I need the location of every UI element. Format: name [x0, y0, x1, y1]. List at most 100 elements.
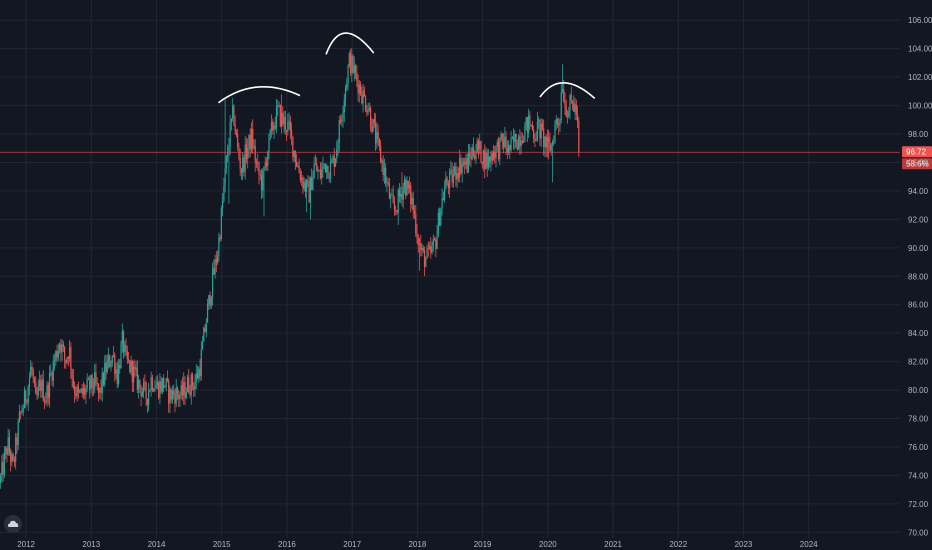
candle-body — [411, 197, 413, 205]
candle-body — [423, 250, 426, 268]
candle-body — [109, 355, 111, 367]
tradingview-logo-icon[interactable] — [4, 515, 22, 533]
countdown-tag — [902, 158, 932, 170]
candle-body — [510, 137, 512, 151]
candle-body — [178, 394, 180, 399]
candle-body — [421, 248, 423, 251]
candle-body — [440, 208, 442, 226]
candle-body — [141, 392, 143, 397]
candle-body — [446, 178, 448, 184]
candle-body — [563, 89, 565, 102]
candle-body — [117, 364, 120, 385]
candle-body — [569, 95, 571, 112]
candle-body — [272, 121, 274, 131]
candle-body — [490, 153, 492, 163]
candle-body — [559, 119, 561, 126]
candle-body — [196, 373, 199, 379]
candle-body — [540, 123, 542, 139]
candle-body — [363, 90, 365, 97]
candle-body — [561, 89, 564, 93]
candle-body — [452, 174, 454, 183]
y-tick-label: 74.00 — [908, 471, 929, 480]
candle-body — [396, 210, 398, 213]
candle-body — [299, 173, 301, 181]
candle-body — [42, 379, 44, 401]
candle-body — [438, 212, 441, 226]
candle-body — [165, 378, 167, 387]
candle-body — [270, 121, 273, 130]
candle-body — [524, 125, 526, 142]
candle-body — [420, 243, 422, 251]
candle-body — [342, 112, 344, 119]
x-tick-label: 2024 — [800, 540, 818, 549]
x-tick-label: 2014 — [148, 540, 166, 549]
candle-body — [235, 131, 238, 135]
candle-body — [383, 167, 386, 175]
candle-body — [97, 383, 100, 393]
candle-body — [184, 382, 186, 398]
candle-body — [140, 386, 142, 397]
cloud-icon — [8, 520, 19, 527]
candle-body — [28, 377, 31, 387]
candle-body — [395, 209, 397, 211]
candle-body — [301, 177, 303, 181]
candle-body — [217, 256, 219, 264]
candle-body — [328, 177, 330, 179]
candle-body — [131, 360, 133, 383]
y-tick-label: 78.00 — [908, 415, 929, 424]
candle-body — [237, 134, 239, 147]
x-tick-label: 2016 — [278, 540, 296, 549]
candle-body — [154, 388, 156, 392]
candle-body — [149, 389, 151, 392]
price-axis[interactable]: 70.00 72.00 74.00 76.00 78.00 80.00 82.00 84.00… — [908, 16, 932, 537]
candle-body — [413, 210, 416, 215]
candle-body — [523, 141, 525, 143]
candle-body — [570, 95, 572, 101]
time-axis[interactable]: 2012 2013 2014 2015 2016 2017 2018 2019 2020 2021… — [17, 540, 818, 549]
candle-body — [390, 194, 392, 199]
candle-body — [382, 160, 384, 175]
candle-body — [210, 296, 212, 306]
candle-body — [497, 141, 500, 160]
candle-body — [104, 363, 106, 385]
candle-body — [277, 105, 279, 107]
candle-body — [311, 177, 313, 190]
candle-body — [462, 161, 465, 164]
candle-body — [33, 378, 36, 383]
candle-body — [215, 259, 217, 264]
candle-body — [461, 163, 463, 174]
candle-body — [264, 162, 266, 167]
candle-body — [314, 163, 317, 165]
candle-body — [45, 401, 47, 403]
candle-body — [422, 248, 424, 251]
candle-body — [248, 134, 250, 149]
candle-body — [35, 382, 37, 394]
candle-body — [267, 152, 269, 166]
candle-body — [481, 162, 483, 165]
candle-body — [198, 368, 200, 379]
candle-body — [211, 268, 214, 297]
candle-body — [427, 247, 429, 249]
x-tick-label: 2019 — [474, 540, 492, 549]
candle-body — [273, 125, 275, 131]
candle-body — [329, 162, 332, 178]
candle-body — [485, 153, 487, 170]
candle-body — [296, 162, 298, 167]
candle-body — [284, 116, 286, 131]
candle-body — [206, 304, 209, 323]
candle-body — [100, 387, 102, 393]
candle-body — [304, 182, 306, 192]
candle-body — [139, 379, 141, 387]
candle-body — [114, 354, 116, 374]
candle-body — [334, 158, 337, 167]
candle-body — [91, 375, 93, 388]
candle-body — [406, 180, 408, 196]
candle-body — [155, 385, 157, 389]
candle-body — [171, 390, 174, 400]
y-tick-label: 84.00 — [908, 329, 929, 338]
candle-body — [43, 400, 46, 402]
candle-body — [201, 341, 204, 350]
candle-body — [292, 136, 294, 157]
candle-body — [403, 179, 406, 188]
